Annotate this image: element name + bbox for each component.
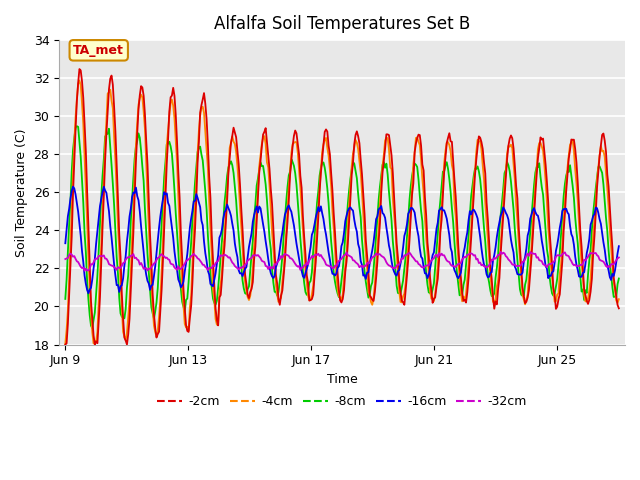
-8cm: [502, 167, 509, 173]
-2cm: [384, 132, 392, 137]
-32cm: [384, 262, 392, 267]
-2cm: [489, 294, 497, 300]
-16cm: [69, 184, 77, 190]
-8cm: [106, 144, 114, 149]
-32cm: [61, 256, 69, 262]
-2cm: [447, 139, 454, 144]
-4cm: [615, 296, 623, 302]
Y-axis label: Soil Temperature (C): Soil Temperature (C): [15, 128, 28, 256]
-4cm: [61, 341, 69, 347]
Text: TA_met: TA_met: [74, 44, 124, 57]
-4cm: [447, 148, 454, 154]
Legend: -2cm, -4cm, -8cm, -16cm, -32cm: -2cm, -4cm, -8cm, -16cm, -32cm: [152, 390, 532, 413]
-8cm: [73, 123, 81, 129]
-2cm: [570, 137, 578, 143]
-32cm: [502, 253, 509, 259]
-16cm: [106, 223, 114, 229]
-8cm: [61, 296, 69, 302]
-32cm: [615, 254, 623, 260]
-32cm: [81, 268, 88, 274]
-4cm: [105, 89, 113, 95]
Line: -4cm: -4cm: [65, 81, 619, 344]
-16cm: [615, 243, 623, 249]
-4cm: [489, 299, 497, 305]
-16cm: [490, 252, 498, 258]
-32cm: [447, 262, 454, 267]
-16cm: [502, 210, 509, 216]
Line: -8cm: -8cm: [65, 126, 619, 328]
-4cm: [570, 148, 578, 154]
-32cm: [497, 249, 504, 255]
Line: -16cm: -16cm: [65, 187, 619, 293]
-4cm: [384, 135, 392, 141]
-16cm: [448, 249, 456, 255]
Line: -32cm: -32cm: [65, 252, 619, 271]
-2cm: [76, 66, 83, 72]
-4cm: [76, 78, 83, 84]
-16cm: [385, 242, 393, 248]
-16cm: [61, 240, 69, 246]
-8cm: [88, 325, 96, 331]
-2cm: [105, 86, 113, 92]
-4cm: [500, 181, 508, 187]
-8cm: [448, 205, 456, 211]
-32cm: [105, 261, 113, 267]
-32cm: [572, 262, 579, 268]
-32cm: [489, 257, 497, 263]
-8cm: [385, 189, 393, 194]
-16cm: [572, 253, 579, 259]
-2cm: [61, 342, 69, 348]
Line: -2cm: -2cm: [65, 69, 619, 345]
X-axis label: Time: Time: [326, 373, 358, 386]
-2cm: [500, 193, 508, 199]
-8cm: [572, 214, 579, 220]
Title: Alfalfa Soil Temperatures Set B: Alfalfa Soil Temperatures Set B: [214, 15, 470, 33]
-8cm: [490, 290, 498, 296]
-2cm: [615, 305, 623, 311]
-16cm: [84, 290, 92, 296]
-8cm: [615, 276, 623, 281]
